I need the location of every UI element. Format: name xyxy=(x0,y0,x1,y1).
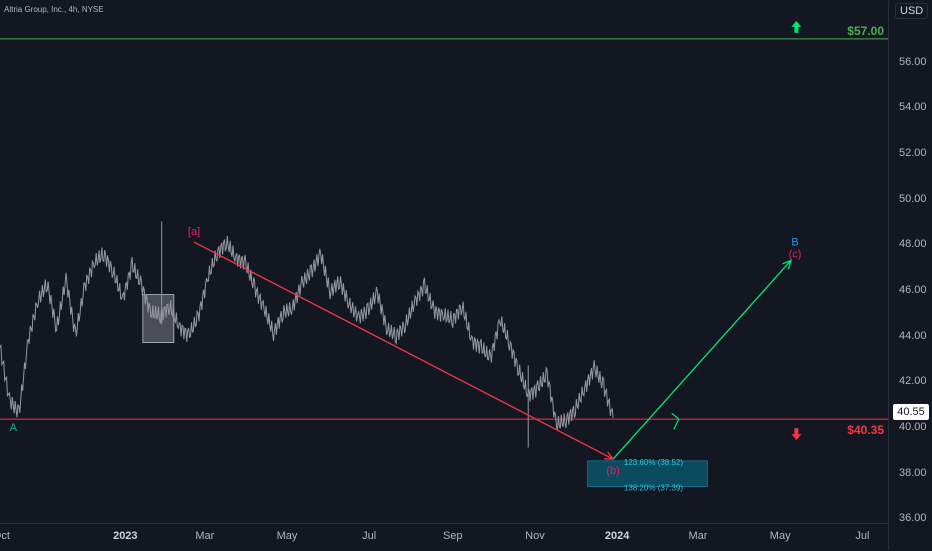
up-arrow-icon xyxy=(791,20,802,33)
consolidation-box xyxy=(142,294,175,343)
last-price-label: 40.55 xyxy=(893,404,929,420)
fib-label-138: 138.20% (37.39) xyxy=(624,484,683,493)
price-tick: 54.00 xyxy=(899,101,927,114)
wave-label-b: (b) xyxy=(606,465,619,477)
chart-plot-area[interactable]: $57.00 $40.35 A [a] (b) B (c) 123.60% (38.52) 13… xyxy=(0,0,888,523)
price-tick: 46.00 xyxy=(899,284,927,297)
down-arrow-icon xyxy=(791,428,802,441)
time-tick: 2023 xyxy=(113,530,138,542)
symbol-title: Altria Group, Inc., 4h, NYSE xyxy=(4,5,104,14)
fibonacci-zone xyxy=(587,460,708,487)
rise-projection-line xyxy=(612,259,792,460)
time-tick: Mar xyxy=(688,530,708,542)
time-axis[interactable]: Oct 2023 Mar May Jul Sep Nov 2024 Mar May Jul xyxy=(0,523,888,551)
price-tick: 50.00 xyxy=(899,192,927,205)
time-tick: Jul xyxy=(855,530,870,542)
price-tick: 52.00 xyxy=(899,147,927,160)
wave-label-c: (c) xyxy=(789,248,802,260)
decline-projection-line xyxy=(193,241,614,460)
fib-label-123: 123.60% (38.52) xyxy=(624,458,683,467)
time-tick: 2024 xyxy=(604,530,630,542)
price-chart: $57.00 $40.35 A [a] (b) B(c) 123.60% (38.52) 13… xyxy=(0,20,888,493)
time-tick: Sep xyxy=(442,530,463,542)
wave-label-A: A xyxy=(10,422,18,434)
price-tick: 56.00 xyxy=(899,55,927,68)
stop-price-label: $40.35 xyxy=(847,423,884,437)
time-tick: May xyxy=(769,530,791,542)
target-price-label: $57.00 xyxy=(847,24,884,38)
price-axis[interactable]: 58.0056.0054.0052.0050.0048.0046.0044.00… xyxy=(888,0,932,550)
price-tick: 48.00 xyxy=(899,238,927,251)
time-tick: May xyxy=(276,530,298,542)
price-tick: 38.00 xyxy=(899,466,927,479)
time-tick: Jul xyxy=(362,530,377,542)
price-tick: 44.00 xyxy=(899,329,927,342)
wave-label-a: [a] xyxy=(188,226,200,238)
price-series-line xyxy=(0,235,614,430)
decline-arrowhead xyxy=(604,451,615,460)
time-tick: Nov xyxy=(525,530,545,542)
time-tick: Oct xyxy=(0,530,10,542)
price-tick: 40.00 xyxy=(899,421,927,434)
rise-arrowhead xyxy=(782,259,792,270)
time-tick: Mar xyxy=(195,530,215,542)
price-tick: 36.00 xyxy=(899,512,927,525)
currency-button[interactable]: USD xyxy=(895,3,929,19)
price-tick: 42.00 xyxy=(899,375,927,388)
wave-label-B: B xyxy=(791,236,798,248)
level-cross-marker xyxy=(671,412,680,430)
